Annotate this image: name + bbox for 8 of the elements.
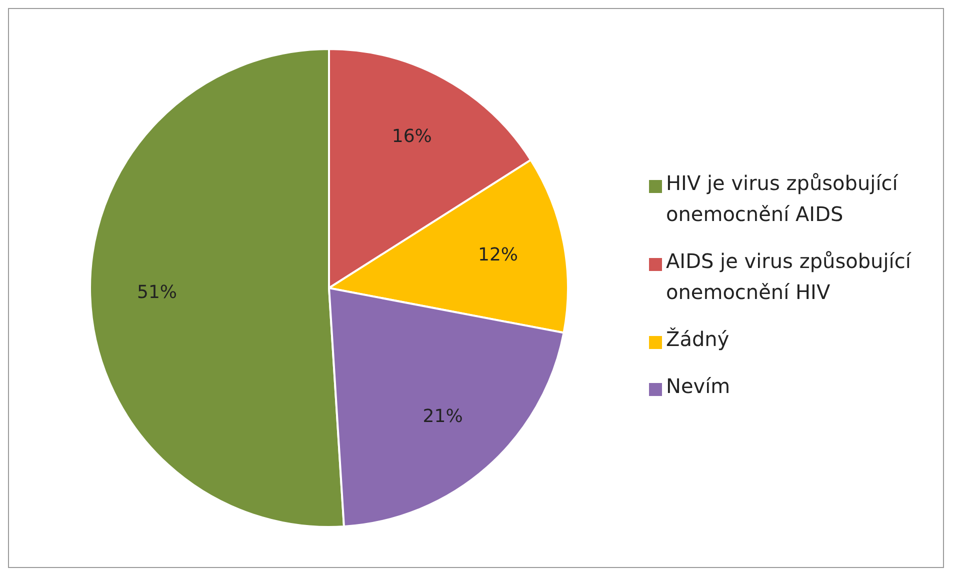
legend-label: Žádný [666,326,730,353]
legend-label: HIV je virus způsobující onemocnění AIDS [666,170,900,228]
data-label: 16% [392,126,432,147]
data-label: 51% [136,282,178,304]
legend-label: AIDS je virus způsobující onemocnění HIV [666,248,912,306]
data-label: 12% [478,244,518,266]
legend-label: Nevím [666,373,730,400]
data-label: 21% [422,406,463,427]
